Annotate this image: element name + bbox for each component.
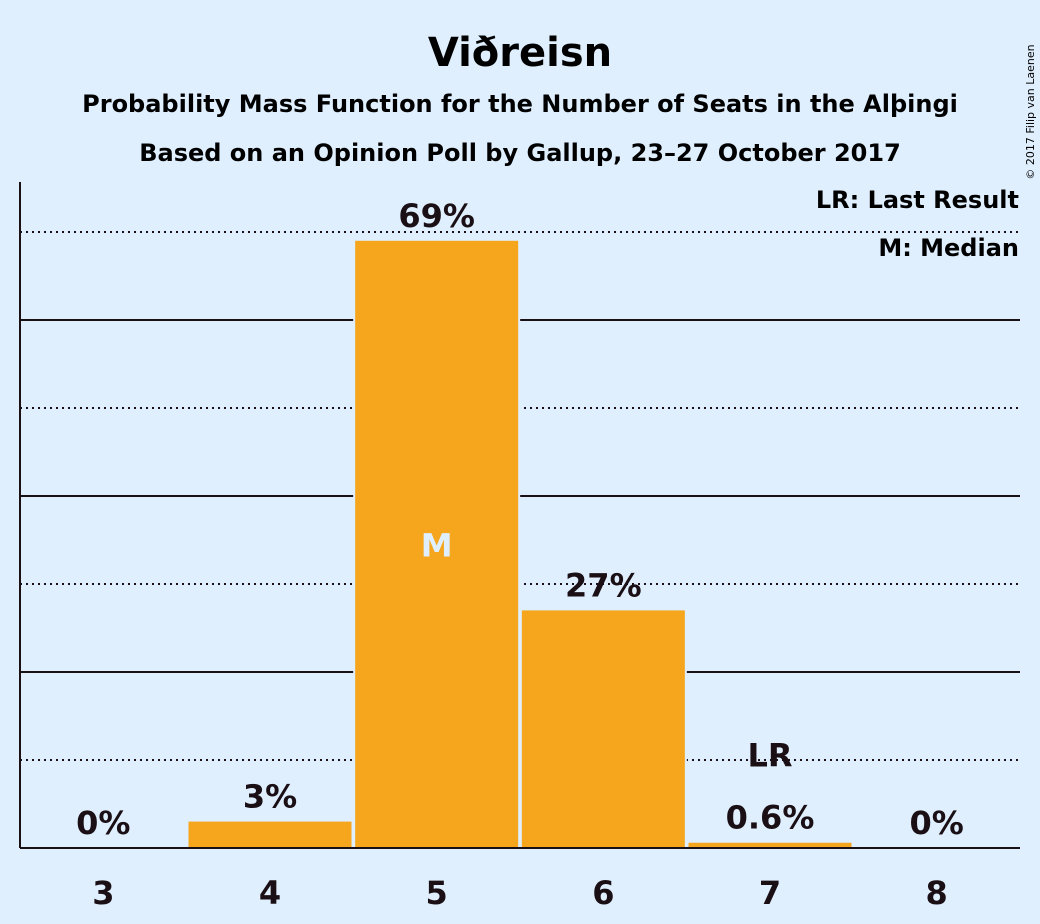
chart-title: Viðreisn: [428, 30, 612, 76]
x-tick-label-6: 6: [592, 874, 614, 912]
bar-seats-7: [688, 842, 852, 848]
chart-subtitle-source: Based on an Opinion Poll by Gallup, 23–2…: [139, 139, 901, 167]
bar-value-labels: 0% 3% 69% M 27% 0.6% LR 0%: [76, 197, 964, 842]
x-tick-label-8: 8: [926, 874, 948, 912]
bar-value-label-3: 0%: [76, 804, 130, 842]
x-tick-labels: 3 4 5 6 7 8: [92, 874, 948, 912]
bar-value-label-7: 0.6%: [726, 799, 815, 837]
copyright-note: © 2017 Filip van Laenen: [1024, 44, 1037, 179]
bar-seats-5: [355, 240, 519, 849]
bar-value-label-4: 3%: [243, 778, 297, 816]
median-marker: M: [421, 526, 453, 564]
x-tick-label-3: 3: [92, 874, 114, 912]
x-tick-label-7: 7: [759, 874, 781, 912]
bar-value-label-8: 0%: [910, 804, 964, 842]
last-result-marker: LR: [747, 737, 792, 775]
bar-value-label-5: 69%: [398, 197, 475, 235]
legend-last-result: LR: Last Result: [816, 186, 1019, 214]
x-tick-label-4: 4: [259, 874, 281, 912]
chart-subtitle: Probability Mass Function for the Number…: [82, 90, 958, 118]
x-tick-label-5: 5: [426, 874, 448, 912]
legend-median: M: Median: [878, 234, 1019, 262]
bar-value-label-6: 27%: [565, 566, 642, 604]
bar-seats-4: [188, 821, 352, 848]
bars: [186, 238, 854, 849]
bar-seats-6: [521, 610, 685, 848]
